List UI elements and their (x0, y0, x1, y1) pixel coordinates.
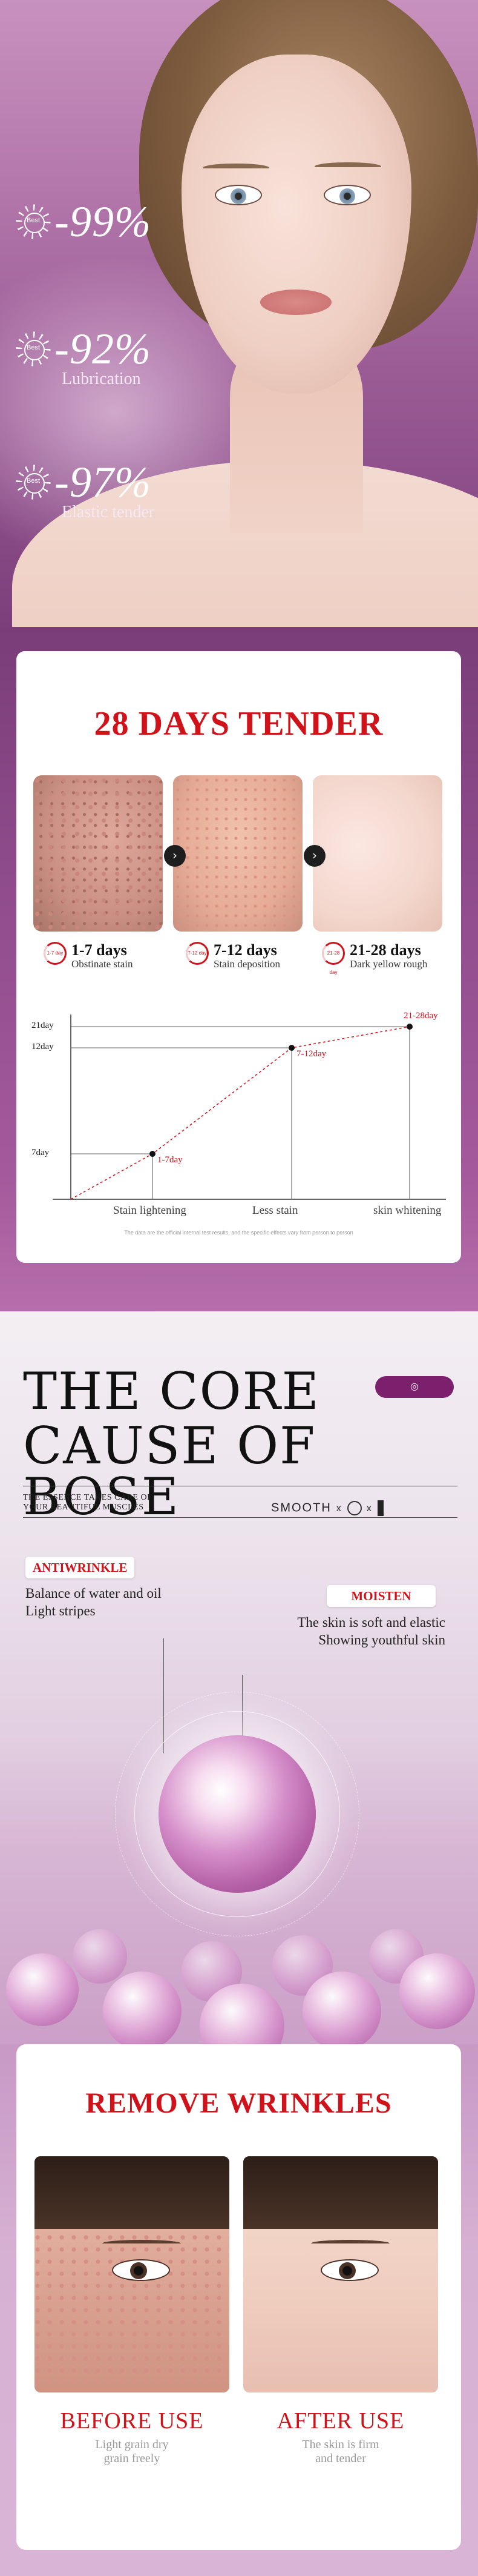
chart-svg (53, 1015, 446, 1200)
period-3: 21-28 day 21-28 days Dark yellow rough (322, 942, 427, 975)
hero-section: Best -99% Best -92% Lubrication Best -97… (0, 0, 478, 627)
model-eye-left (215, 185, 262, 205)
model-lips (260, 290, 332, 315)
clock-icon: 7-12 day (186, 942, 209, 965)
period-1: 1-7 day 1-7 days Obstinate stain (44, 942, 133, 970)
stat-value: -99% (54, 197, 151, 246)
wrinkles-title: REMOVE WRINKLES (85, 2087, 392, 2119)
chart-point (407, 1024, 413, 1030)
y-tick-label: 21day (31, 1021, 54, 1030)
stat-value: -97% (54, 458, 151, 506)
stat-99: Best -99% (16, 200, 151, 243)
point-label: 1-7day (157, 1155, 183, 1165)
point-label: 7-12day (296, 1049, 327, 1059)
core-section: THE CORE CAUSE OF BOSE ◎ THE ESSENCE TAK… (0, 1311, 478, 2081)
stat-value: -92% (54, 325, 151, 373)
x-category-label: Stain lightening (113, 1204, 186, 1217)
before-caption: BEFORE USE Light grain dry grain freely (60, 2408, 204, 2465)
wrinkles-card: REMOVE WRINKLES BEFORE USE Light grain d… (16, 2044, 461, 2550)
next-arrow-icon: › (164, 845, 186, 867)
point-label: 21-28day (404, 1011, 438, 1021)
stat-92: Best -92% Lubrication (16, 327, 151, 389)
tender-card: 28 DAYS TENDER › › 1-7 day 1-7 days Obst… (16, 651, 461, 1263)
brand-logo: ◎ (375, 1376, 454, 1398)
period-2: 7-12 day 7-12 days Stain deposition (186, 942, 280, 970)
y-tick-label: 12day (31, 1042, 54, 1051)
best-badge-icon: Best (16, 465, 51, 500)
moisten-tag: MOISTEN (327, 1585, 436, 1607)
clock-icon: 21-28 day (322, 942, 345, 975)
clock-icon: 1-7 day (44, 942, 67, 965)
model-eye-right (324, 185, 371, 205)
skin-photo-3 (313, 775, 442, 932)
after-caption: AFTER USE The skin is firm and tender (277, 2408, 405, 2465)
skin-photo-2 (173, 775, 303, 932)
x-category-label: skin whitening (373, 1204, 442, 1217)
chart-point (289, 1045, 295, 1051)
essence-sphere (159, 1735, 316, 1893)
after-photo (243, 2156, 438, 2392)
tender-section: 28 DAYS TENDER › › 1-7 day 1-7 days Obst… (0, 627, 478, 1311)
skin-photo-1 (33, 775, 163, 932)
bubble-field (0, 1917, 478, 2081)
best-badge-icon: Best (16, 204, 51, 239)
core-title-line2: CAUSE OF BOSE (23, 1416, 316, 1526)
progress-chart: 21day 12day 7day 1-7day 7-12day 21-28day Stain… (28, 990, 452, 1245)
model-face (182, 55, 411, 394)
next-arrow-icon: › (304, 845, 326, 867)
best-badge-icon: Best (16, 331, 51, 366)
trend-line (70, 1026, 410, 1200)
x-category-label: Less stain (252, 1204, 298, 1217)
stat-label: Lubrication (62, 369, 141, 388)
footnote: The data are the official internal test … (124, 1230, 353, 1236)
chart-point (149, 1151, 156, 1157)
smooth-strip: SMOOTH x x (271, 1500, 384, 1516)
antiwrinkle-tag: ANTIWRINKLE (25, 1557, 135, 1578)
stat-label: Elastic tender (62, 503, 155, 521)
stat-97: Best -97% Elastic tender (16, 460, 154, 522)
bottle-icon (377, 1500, 384, 1516)
core-title-line1: THE CORE (23, 1362, 321, 1421)
before-photo (34, 2156, 229, 2392)
y-tick-label: 7day (31, 1148, 50, 1157)
essence-text: THE ESSENCE TAKES CARE OF YOUR BEAUTIFUL… (23, 1493, 152, 1512)
brand-ring-icon (347, 1501, 362, 1515)
wrinkles-section: REMOVE WRINKLES BEFORE USE Light grain d… (0, 2044, 478, 2576)
antiwrinkle-desc: Balance of water and oil Light stripes (25, 1586, 162, 1618)
moisten-desc: The skin is soft and elastic Showing you… (297, 1615, 445, 1647)
tender-title: 28 DAYS TENDER (94, 705, 384, 743)
